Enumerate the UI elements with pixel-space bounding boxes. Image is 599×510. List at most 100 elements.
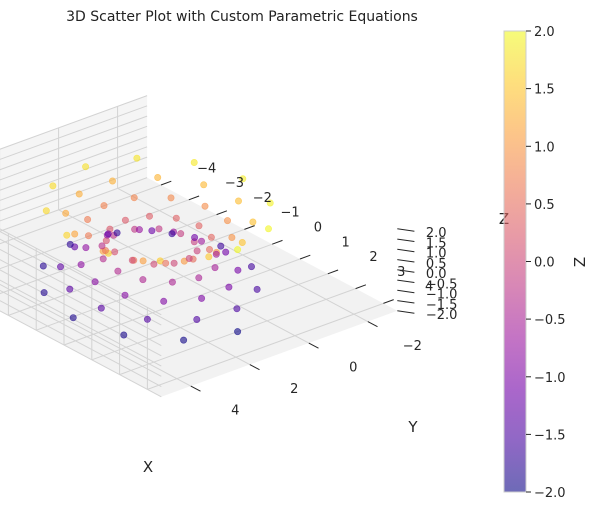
scatter-point (198, 237, 206, 245)
scatter-point (195, 274, 203, 282)
scatter-point (128, 256, 136, 264)
scatter-point (249, 218, 257, 226)
x-tick-mark (244, 225, 255, 230)
y-tick-mark (308, 342, 319, 349)
colorbar-gradient (503, 30, 527, 493)
scatter-point (100, 202, 108, 210)
scatter-point (39, 262, 47, 270)
grid-line (0, 238, 162, 326)
colorbar-tick-label: −0.5 (534, 313, 566, 328)
scatter-point (109, 177, 117, 185)
scatter-point (111, 248, 119, 256)
z-tick-mark (397, 279, 415, 283)
y-tick-mark (367, 321, 378, 328)
z-tick-label: 2.0 (426, 226, 447, 241)
scatter-point (130, 194, 138, 202)
scatter-point (85, 232, 93, 240)
scatter-point (234, 328, 242, 336)
scatter-point (172, 214, 180, 222)
chart-title: 3D Scatter Plot with Custom Parametric E… (66, 9, 418, 25)
z-tick-mark (397, 259, 415, 263)
y-tick-label: 4 (231, 404, 239, 419)
colorbar-tick-label: 1.0 (534, 140, 555, 155)
y-tick-label: 2 (290, 382, 298, 397)
scatter-point (99, 255, 107, 263)
grid-line (0, 146, 148, 201)
scatter-point (121, 291, 129, 299)
z-tick-label: −0.5 (426, 277, 458, 292)
z-tick-mark (397, 300, 415, 304)
scatter-point (180, 336, 188, 344)
grid-line (0, 115, 148, 171)
grid-line (0, 166, 148, 222)
scatter-point (177, 230, 185, 238)
scatter-point (167, 194, 175, 202)
scatter-point (239, 175, 247, 183)
scatter-point (217, 242, 225, 250)
scatter-point (139, 276, 147, 284)
scatter-point (66, 240, 74, 248)
scatter-point (82, 244, 90, 252)
scatter-points (39, 154, 274, 344)
scatter-point (205, 253, 213, 261)
x-tick-label: 2 (369, 250, 377, 265)
colorbar-tick-label: 1.5 (534, 83, 555, 98)
scatter-point (135, 226, 143, 234)
grid-line (117, 187, 369, 323)
colorbar-tick-label: −1.0 (534, 371, 566, 386)
scatter-point (195, 222, 203, 230)
scatter-point (56, 263, 64, 271)
colorbar-tick-label: 0.0 (534, 256, 555, 271)
grid-line (0, 214, 217, 295)
x-tick-mark (299, 254, 311, 260)
colorbar-tick-label: −2.0 (534, 486, 566, 501)
z-tick-mark (397, 310, 415, 314)
scatter-point (42, 207, 50, 215)
scatter-point (193, 315, 201, 323)
z-tick-mark (397, 269, 415, 273)
z-tick-label: −1.0 (426, 288, 458, 303)
x-tick-mark (272, 239, 283, 245)
scatter-point (75, 190, 83, 198)
grid-line (0, 289, 162, 377)
grid-line (58, 209, 310, 344)
grid-line (0, 269, 162, 357)
grid-line (0, 310, 162, 398)
scatter-point (146, 212, 154, 220)
scatter-point (155, 225, 163, 233)
colorbar-tick-label: −1.5 (534, 428, 566, 443)
x-tick-mark (355, 284, 367, 290)
grid-line (91, 273, 328, 361)
x-tick-label: −4 (197, 161, 216, 176)
scatter-point (160, 297, 168, 305)
grid-line (63, 258, 301, 346)
scatter-point (98, 242, 106, 250)
scatter-point (193, 247, 201, 255)
x-tick-mark (188, 195, 200, 201)
scatter-point (121, 216, 129, 224)
axis-ticks: −4 −3 −2 −1 0 1 2 3 4 −2 0 2 4 −2.0−1.5−1.0−0.50.00.5… (160, 161, 458, 419)
grid-line (0, 184, 162, 245)
scatter-point (168, 278, 176, 286)
scatter-point (200, 181, 208, 189)
x-tick-label: −1 (281, 206, 300, 221)
scatter-point (234, 246, 242, 254)
z-tick-label: 0.0 (426, 267, 447, 282)
y-tick-label: 0 (349, 361, 357, 376)
grid-line (0, 105, 148, 160)
x-tick-mark (216, 210, 228, 216)
scatter-point (143, 315, 151, 323)
scatter-point (190, 159, 198, 167)
scatter-point (201, 202, 209, 210)
x-tick-label: 3 (397, 265, 405, 280)
plot-3d-axes: −4 −3 −2 −1 0 1 2 3 4 −2 0 2 4 −2.0−1.5−1.0−0.50.00.5… (0, 95, 509, 476)
gridlines (0, 95, 384, 398)
colorbar-tick-label: 2.0 (534, 25, 555, 40)
colorbar: −2.0 −1.5 −1.0 −0.5 0.0 0.5 1.0 1.5 2.0 Z (503, 25, 589, 501)
scatter-point (206, 246, 214, 254)
scatter-point (233, 305, 241, 313)
colorbar-label: Z (571, 257, 589, 267)
z-tick-mark (397, 248, 415, 253)
grid-line (0, 300, 162, 388)
colorbar-ticks: −2.0 −1.5 −1.0 −0.5 0.0 0.5 1.0 1.5 2.0 (526, 25, 566, 501)
